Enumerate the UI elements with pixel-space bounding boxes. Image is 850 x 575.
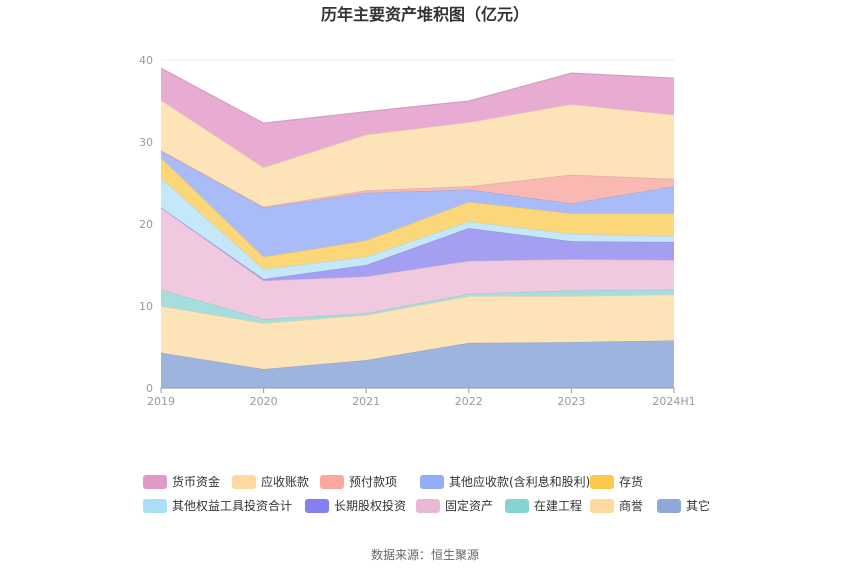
- y-tick-label: 20: [139, 218, 153, 231]
- y-tick-label: 10: [139, 300, 153, 313]
- area-长期股权投资[interactable]: [161, 207, 674, 281]
- legend-item-其它[interactable]: 其它: [657, 498, 710, 513]
- legend-label: 其他应收款(含利息和股利): [449, 474, 590, 489]
- x-tick-label: 2024H1: [652, 395, 695, 408]
- legend-item-货币资金[interactable]: 货币资金: [143, 474, 220, 489]
- x-tick-label: 2019: [147, 395, 175, 408]
- area-预付款项[interactable]: [161, 150, 674, 208]
- legend-item-长期股权投资[interactable]: 长期股权投资: [305, 498, 406, 513]
- legend-item-其他权益工具投资合计[interactable]: 其他权益工具投资合计: [143, 498, 292, 513]
- legend-item-在建工程[interactable]: 在建工程: [505, 498, 582, 513]
- y-tick-label: 0: [146, 382, 153, 395]
- x-tick-label: 2023: [557, 395, 585, 408]
- legend-label: 预付款项: [349, 475, 397, 489]
- legend-swatch: [305, 499, 329, 513]
- legend-label: 在建工程: [534, 498, 582, 513]
- legend-label: 商誉: [619, 498, 643, 513]
- x-tick-label: 2021: [352, 395, 380, 408]
- y-tick-label: 40: [139, 54, 153, 67]
- area-其他应收款(含利息和股利)[interactable]: [161, 151, 674, 257]
- legend-swatch: [590, 499, 614, 513]
- legend-swatch: [416, 499, 440, 513]
- legend-item-预付款项[interactable]: 预付款项: [320, 475, 397, 489]
- legend-swatch: [657, 499, 681, 513]
- legend-label: 其它: [686, 498, 710, 513]
- legend-label: 货币资金: [172, 474, 220, 489]
- legend-item-固定资产[interactable]: 固定资产: [416, 498, 493, 513]
- area-其它[interactable]: [161, 340, 674, 388]
- area-应收账款[interactable]: [161, 100, 674, 207]
- chart-title: 历年主要资产堆积图（亿元）: [321, 5, 529, 24]
- legend-swatch: [232, 475, 256, 489]
- legend-swatch: [320, 475, 344, 489]
- y-tick-label: 30: [139, 136, 153, 149]
- area-固定资产[interactable]: [161, 207, 674, 320]
- x-tick-label: 2020: [250, 395, 278, 408]
- axes: 2019 2020 2021 2022 2023 2024H1: [147, 387, 696, 408]
- legend-label: 长期股权投资: [334, 498, 406, 513]
- x-tick-label: 2022: [455, 395, 483, 408]
- area-edge-货币资金: [160, 67, 675, 124]
- area-货币资金[interactable]: [161, 68, 674, 168]
- legend-item-存货[interactable]: 存货: [590, 474, 643, 489]
- legend-label: 固定资产: [445, 498, 493, 513]
- legend-item-其他应收款(含利息和股利)[interactable]: 其他应收款(含利息和股利): [420, 474, 590, 489]
- legend-swatch: [420, 475, 444, 489]
- legend-swatch: [590, 475, 614, 489]
- legend-swatch: [143, 499, 167, 513]
- legend-label: 应收账款: [261, 474, 309, 489]
- legend-swatch: [505, 499, 529, 513]
- legend-label: 存货: [619, 474, 643, 489]
- legend-swatch: [143, 475, 167, 489]
- area-商誉[interactable]: [161, 294, 674, 370]
- data-source: 数据来源：恒生聚源: [371, 547, 479, 562]
- legend-label: 其他权益工具投资合计: [172, 498, 292, 513]
- legend-item-应收账款[interactable]: 应收账款: [232, 474, 309, 489]
- legend-item-商誉[interactable]: 商誉: [590, 498, 643, 513]
- area-在建工程[interactable]: [161, 289, 674, 324]
- area-series: [160, 67, 675, 388]
